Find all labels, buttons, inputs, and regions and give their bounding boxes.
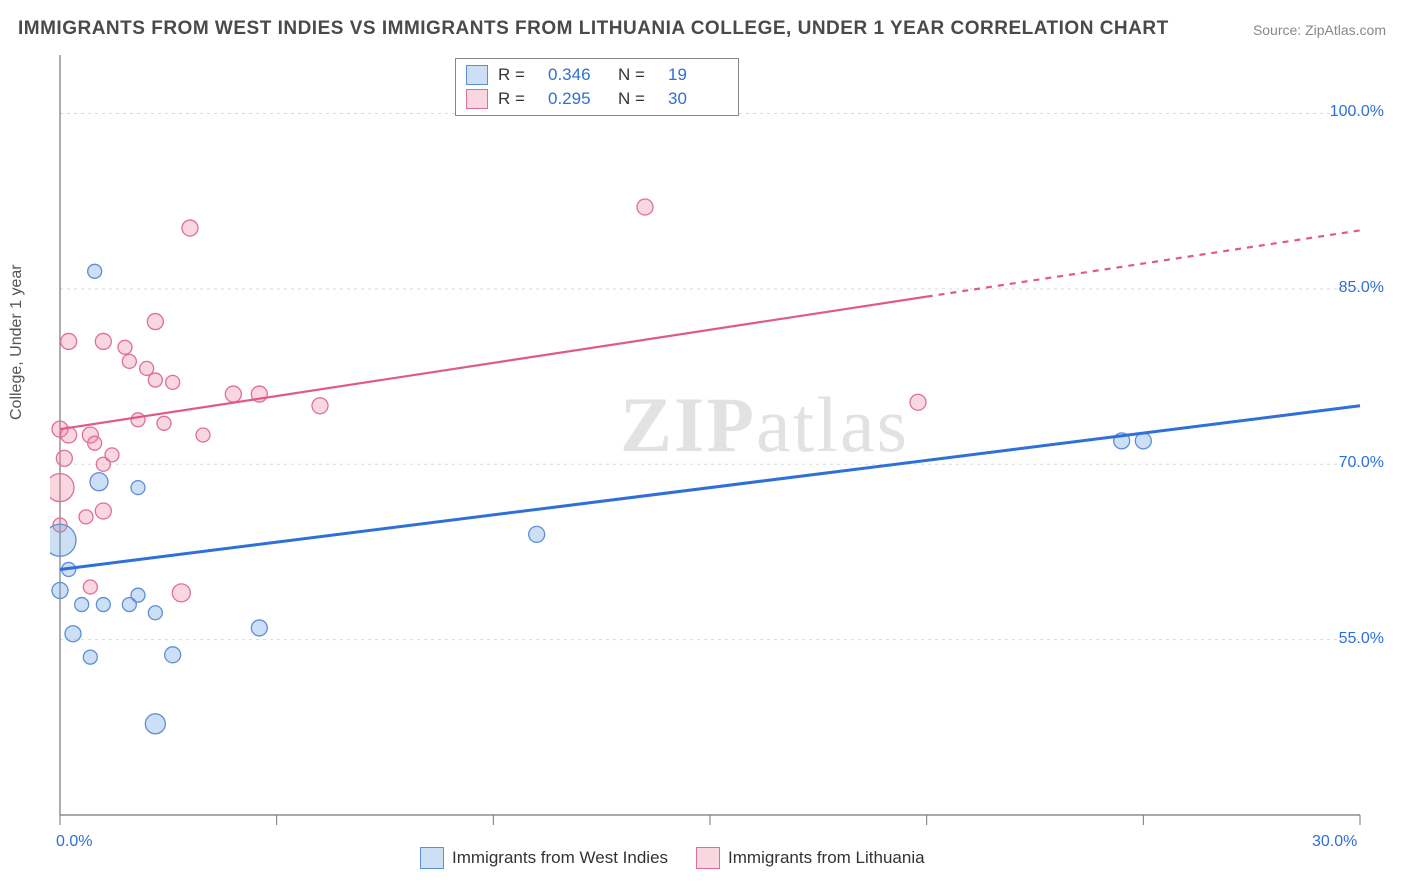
- legend-r-value-west_indies: 0.346: [548, 65, 608, 85]
- series-swatch-west_indies: [420, 847, 444, 869]
- y-tick-label: 85.0%: [1339, 279, 1384, 297]
- legend-row-lithuania: R = 0.295 N = 30: [466, 87, 728, 111]
- series-name-lithuania: Immigrants from Lithuania: [728, 848, 925, 868]
- chart-title: IMMIGRANTS FROM WEST INDIES VS IMMIGRANT…: [18, 18, 1169, 40]
- legend-r-label: R =: [498, 65, 538, 85]
- legend-swatch-lithuania: [466, 89, 488, 109]
- y-axis-label: College, Under 1 year: [8, 264, 26, 420]
- x-tick-label: 30.0%: [1312, 833, 1357, 851]
- y-tick-label: 100.0%: [1330, 103, 1384, 121]
- y-tick-label: 70.0%: [1339, 454, 1384, 472]
- correlation-legend: R = 0.346 N = 19 R = 0.295 N = 30: [455, 58, 739, 116]
- legend-n-value-lithuania: 30: [668, 89, 728, 109]
- series-swatch-lithuania: [696, 847, 720, 869]
- chart-area: [50, 55, 1390, 825]
- series-legend-item-west_indies: Immigrants from West Indies: [420, 847, 668, 869]
- legend-n-value-west_indies: 19: [668, 65, 728, 85]
- legend-swatch-west_indies: [466, 65, 488, 85]
- legend-r-label: R =: [498, 89, 538, 109]
- legend-n-label: N =: [618, 65, 658, 85]
- legend-n-label: N =: [618, 89, 658, 109]
- x-tick-label: 0.0%: [56, 833, 92, 851]
- scatter-chart-svg: [50, 55, 1390, 825]
- legend-row-west_indies: R = 0.346 N = 19: [466, 63, 728, 87]
- y-tick-label: 55.0%: [1339, 630, 1384, 648]
- series-name-west_indies: Immigrants from West Indies: [452, 848, 668, 868]
- source-attribution: Source: ZipAtlas.com: [1253, 22, 1386, 38]
- legend-r-value-lithuania: 0.295: [548, 89, 608, 109]
- series-legend-item-lithuania: Immigrants from Lithuania: [696, 847, 925, 869]
- series-legend: Immigrants from West Indies Immigrants fr…: [420, 847, 925, 869]
